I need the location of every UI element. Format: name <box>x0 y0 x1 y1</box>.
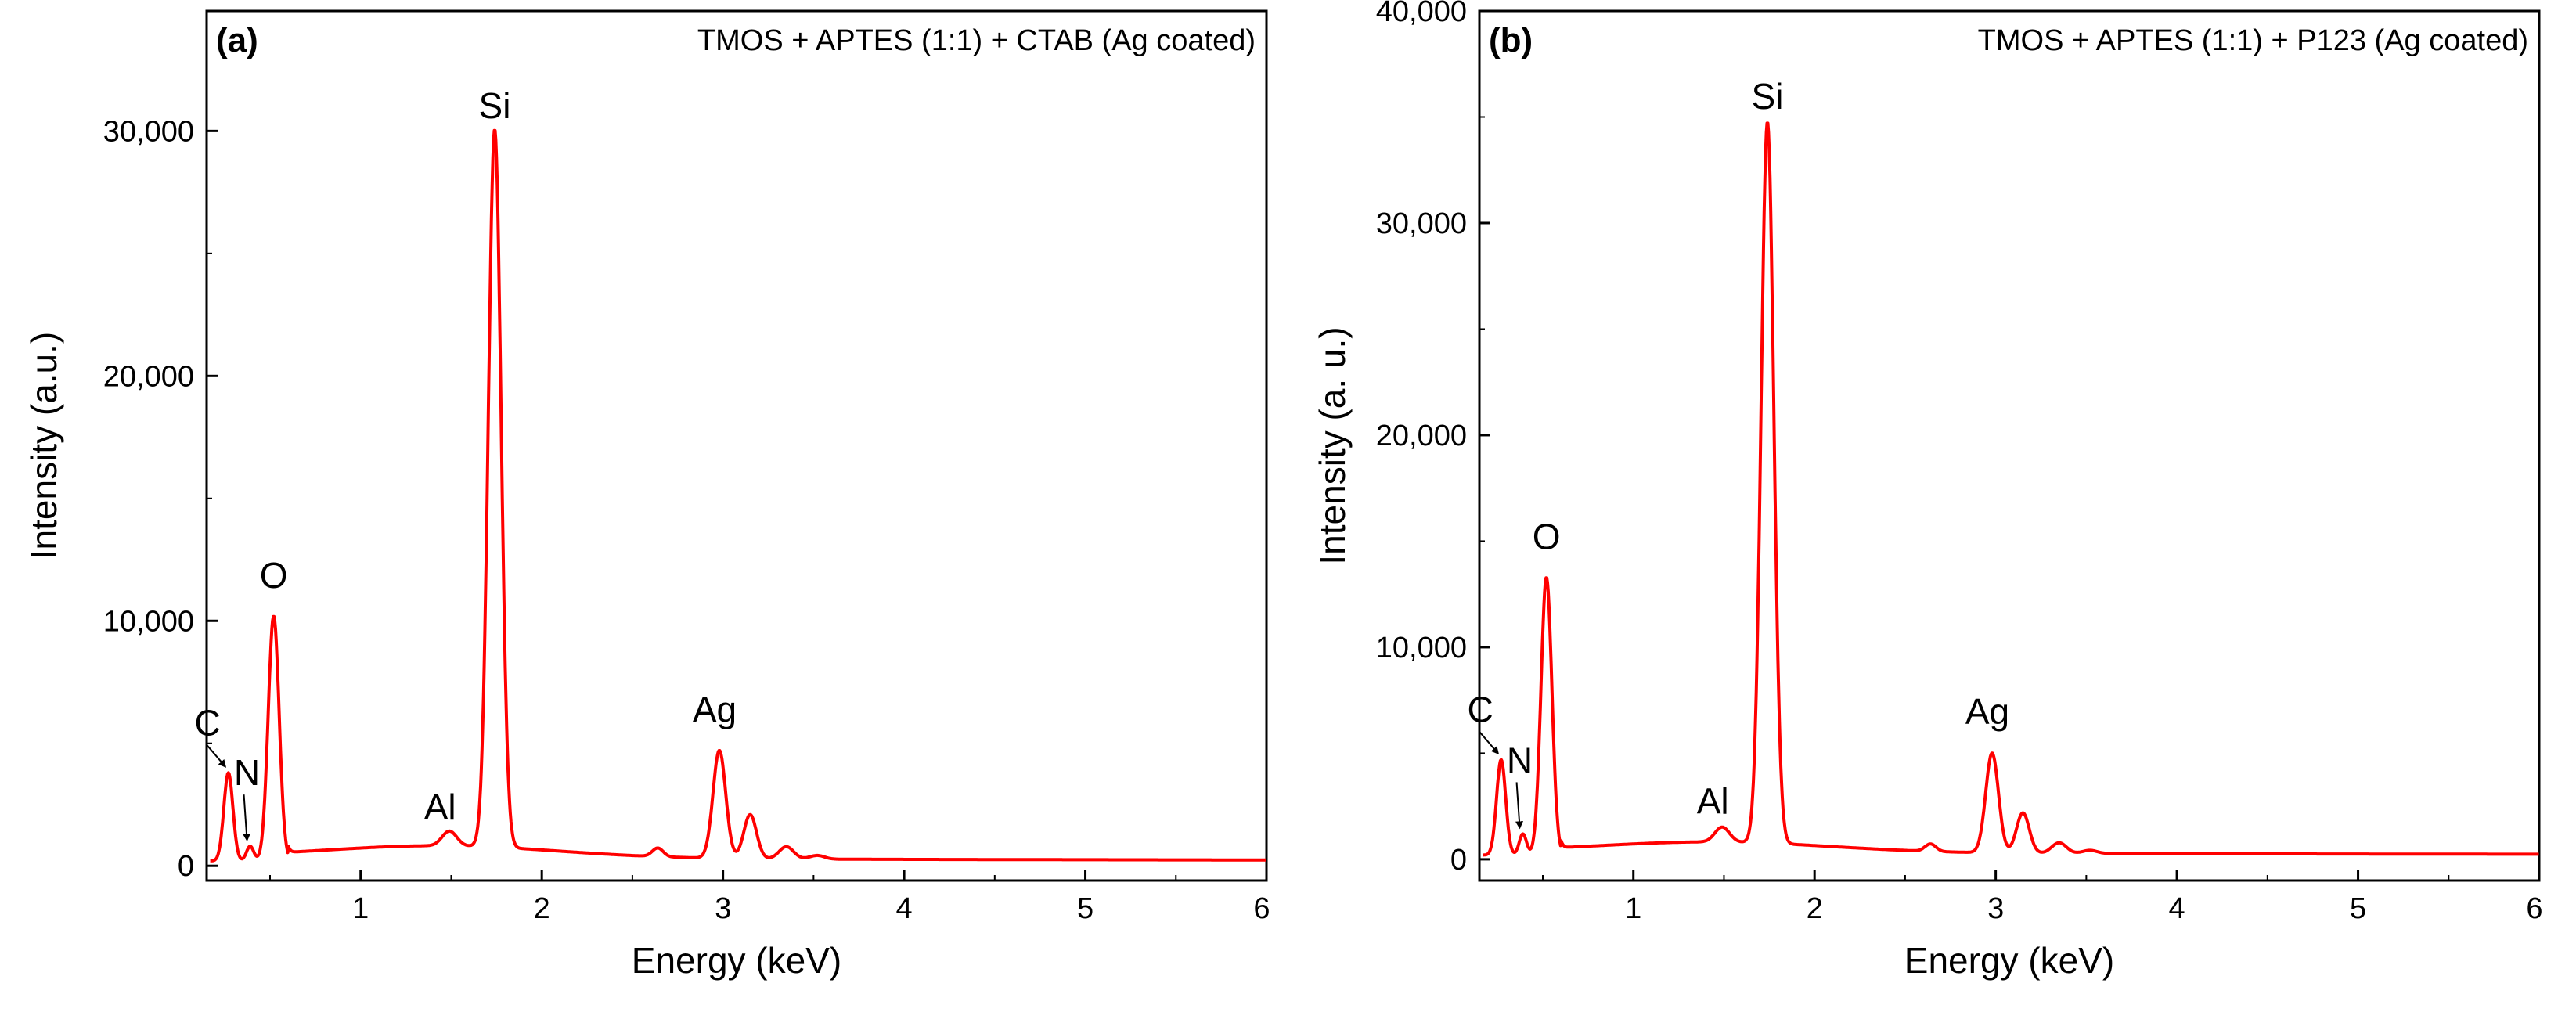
y-tick-label: 30,000 <box>1376 207 1467 240</box>
peak-label-c: C <box>195 702 221 743</box>
y-axis-title: Intensity (a. u.) <box>1312 326 1353 564</box>
peak-label-c: C <box>1468 690 1493 730</box>
x-tick-label: 4 <box>2169 892 2185 925</box>
x-tick-label: 5 <box>1077 892 1093 925</box>
spectrum-line <box>1482 121 2540 857</box>
y-tick-label: 40,000 <box>1376 0 1467 28</box>
peak-label-n: N <box>234 752 260 793</box>
x-tick-label: 3 <box>1987 892 2004 925</box>
panel-letter: (a) <box>216 21 258 59</box>
panel-b: 1 2 3 4 5 6 0 10,000 20,000 30,000 40,000 Energy (k… <box>1312 0 2543 981</box>
y-tick-label: 10,000 <box>1376 632 1467 664</box>
panel-title: TMOS + APTES (1:1) + CTAB (Ag coated) <box>697 24 1256 57</box>
x-tick-label: 5 <box>2350 892 2366 925</box>
y-tick-label: 10,000 <box>103 605 194 638</box>
peak-arrow-n <box>1515 782 1523 830</box>
peak-label-ag: Ag <box>693 689 737 729</box>
peak-label-o: O <box>260 555 288 596</box>
peak-arrow-c <box>206 744 227 768</box>
peak-label-ag: Ag <box>1965 691 2009 732</box>
plot-frame <box>1478 9 2541 882</box>
x-tick-label: 2 <box>534 892 550 925</box>
x-axis-title: Energy (keV) <box>632 940 841 981</box>
peak-arrow-n <box>243 794 250 842</box>
y-tick-label: 20,000 <box>103 360 194 393</box>
peak-label-al: Al <box>424 787 456 827</box>
peak-label-al: Al <box>1697 781 1729 822</box>
x-tick-label: 1 <box>352 892 369 925</box>
y-tick-label: 0 <box>1450 844 1467 877</box>
x-tick-label: 4 <box>896 892 913 925</box>
y-tick-label: 0 <box>178 850 194 883</box>
x-tick-label: 6 <box>2526 892 2542 925</box>
x-tick-label: 6 <box>1253 892 1270 925</box>
spectrum-line <box>209 128 1267 863</box>
x-tick-label: 2 <box>1807 892 1823 925</box>
plot-frame <box>205 9 1268 882</box>
x-axis-title: Energy (keV) <box>1904 940 2114 981</box>
peak-label-si: Si <box>479 85 511 126</box>
y-axis-title: Intensity (a.u.) <box>23 332 64 560</box>
x-tick-label: 3 <box>715 892 731 925</box>
y-tick-label: 20,000 <box>1376 420 1467 452</box>
panel-a: 1 2 3 4 5 6 0 10,000 20,000 30,000 Energy (keV) Int… <box>23 9 1270 981</box>
peak-label-n: N <box>1507 740 1533 780</box>
panel-letter: (b) <box>1489 21 1533 59</box>
y-tick-label: 30,000 <box>103 115 194 148</box>
panel-title: TMOS + APTES (1:1) + P123 (Ag coated) <box>1978 24 2528 57</box>
x-tick-label: 1 <box>1625 892 1641 925</box>
peak-label-o: O <box>1533 517 1561 557</box>
peak-arrow-c <box>1479 730 1500 755</box>
peak-label-si: Si <box>1752 76 1784 117</box>
